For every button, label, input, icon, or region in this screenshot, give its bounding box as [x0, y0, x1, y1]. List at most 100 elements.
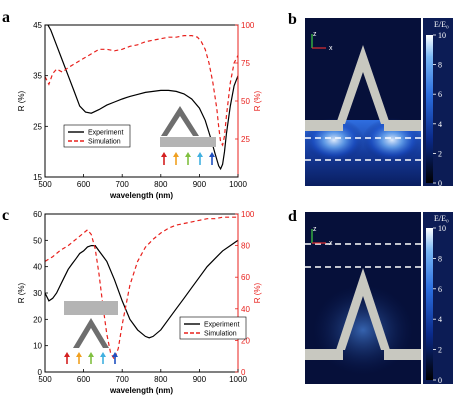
field-glow-d — [313, 285, 413, 375]
field-map-b: z x — [304, 18, 422, 186]
plot-frame-c — [44, 213, 239, 373]
plot-frame-a — [44, 24, 239, 178]
colorbar-tick-label: 2 — [438, 346, 442, 355]
panel-b: b z x E/E₀ 10 8 6 4 2 0 — [288, 11, 453, 188]
plot-a: 500 600 700 800 900 1000 15 25 35 45 25 50 75 100 wave… — [17, 21, 262, 200]
y-right-tick-label-c: 40 — [241, 305, 250, 314]
legend-label-simulation-c: Simulation — [204, 331, 237, 338]
colorbar-tick-label: 2 — [438, 149, 442, 158]
legend-label-experiment-a: Experiment — [88, 130, 123, 137]
axis-x-label-b: x — [329, 45, 333, 52]
plate-right-b — [384, 120, 421, 131]
axis-x-label-d: x — [329, 240, 333, 247]
light-arrow-head — [64, 352, 70, 357]
colorbar-ticks-d: 10 8 6 4 2 0 — [433, 224, 446, 385]
legend-label-experiment-c: Experiment — [204, 322, 239, 329]
x-tick-label-c: 600 — [77, 375, 91, 384]
colorbar-tick-label: 6 — [438, 285, 442, 294]
panel-d: d z x E/E₀ 10 8 6 4 2 0 — [288, 208, 453, 385]
light-arrow-head — [185, 152, 191, 157]
colorbar-tick-label: 10 — [438, 224, 446, 233]
x-tick-label-c: 800 — [154, 375, 168, 384]
x-tick-label-a: 600 — [77, 180, 91, 189]
y-left-tick-label-c: 30 — [33, 289, 42, 298]
series-simulation-line-a — [45, 35, 238, 147]
y-right-tick-label-a: 75 — [241, 59, 250, 68]
colorbar-gradient-b — [426, 35, 433, 183]
x-tick-label-a: 500 — [38, 180, 52, 189]
colorbar-b: E/E₀ 10 8 6 4 2 0 — [423, 18, 453, 188]
y-left-tick-label-c: 10 — [33, 342, 42, 351]
y-left-tick-label-c: 60 — [33, 210, 42, 219]
x-axis-label-c: wavelength (nm) — [109, 386, 173, 395]
y-left-axis-label-a: R (%) — [17, 90, 26, 111]
y-right-tick-label-a: 25 — [241, 135, 250, 144]
series-experiment-line-a — [47, 25, 238, 171]
y-right-tick-label-c: 80 — [241, 242, 250, 251]
x-tick-label-c: 900 — [193, 375, 207, 384]
panel-label-a: a — [2, 9, 10, 26]
colorbar-tick-label: 8 — [438, 254, 442, 263]
light-arrow-head — [112, 352, 118, 357]
y-left-tick-label-c: 40 — [33, 263, 42, 272]
y-left-tick-label-a: 45 — [33, 21, 42, 30]
axis-z-label-d: z — [313, 226, 317, 233]
panel-a: a 500 600 700 800 900 1000 15 25 35 45 25 50 75 100 wa… — [2, 9, 262, 200]
x-tick-label-a: 800 — [154, 180, 168, 189]
x-tick-label-c: 1000 — [229, 375, 247, 384]
y-left-tick-label-a: 25 — [33, 122, 42, 131]
colorbar-tick-label: 8 — [438, 61, 442, 70]
colorbar-tick-label: 4 — [438, 315, 442, 324]
light-arrow-head — [173, 152, 179, 157]
plate-left-b — [305, 120, 343, 131]
y-right-tick-label-c: 20 — [241, 336, 250, 345]
light-arrow-head — [161, 152, 167, 157]
incident-light-arrows-c — [64, 352, 118, 364]
y-right-tick-label-c: 0 — [241, 368, 246, 377]
panel-c: c 500 600 700 800 900 10000102030405060020406… — [2, 207, 262, 395]
y-left-axis-label-c: R (%) — [17, 282, 26, 303]
series-experiment-line-c — [45, 239, 238, 339]
colorbar-tick-label: 0 — [438, 376, 442, 385]
light-arrow-head — [76, 352, 82, 357]
panel-label-d: d — [288, 208, 297, 225]
x-tick-label-c: 700 — [116, 375, 130, 384]
y-right-tick-label-c: 100 — [241, 210, 255, 219]
panel-label-b: b — [288, 11, 297, 28]
y-right-axis-label-c: R (%) — [253, 282, 262, 303]
plate-left-d — [305, 349, 343, 360]
colorbar-tick-label: 10 — [438, 31, 446, 40]
y-right-axis-label-a: R (%) — [253, 90, 262, 111]
axes-indicator-b: z x — [311, 31, 333, 52]
panel-label-c: c — [2, 207, 9, 224]
series-simulation-line-c — [45, 216, 238, 361]
triangle-structure-b — [336, 45, 390, 124]
triangle-structure-a — [161, 106, 199, 136]
axis-z-label-b: z — [313, 31, 317, 38]
plate-right-d — [384, 349, 421, 360]
light-arrow-head — [88, 352, 94, 357]
x-tick-label-a: 900 — [193, 180, 207, 189]
y-left-tick-label-a: 15 — [33, 173, 42, 182]
x-tick-label-c: 500 — [38, 375, 52, 384]
light-arrow-head — [209, 152, 215, 157]
colorbar-label-d: E/E₀ — [434, 214, 449, 223]
y-left-tick-label-c: 20 — [33, 315, 42, 324]
colorbar-tick-label: 6 — [438, 90, 442, 99]
x-tick-label-a: 1000 — [229, 180, 247, 189]
triangle-structure-c — [73, 318, 109, 348]
incident-light-arrows-a — [161, 152, 215, 165]
colorbar-tick-label: 4 — [438, 120, 442, 129]
schematic-inset-a — [160, 106, 216, 165]
plot-c: 500 600 700 800 900 1000010203040506002040608… — [17, 210, 262, 395]
x-tick-label-a: 700 — [116, 180, 130, 189]
triangle-structure-d — [336, 268, 390, 350]
colorbar-tick-label: 0 — [438, 179, 442, 188]
x-axis-label-a: wavelength (nm) — [109, 191, 173, 200]
light-arrow-head — [197, 152, 203, 157]
y-left-tick-label-a: 35 — [33, 72, 42, 81]
y-right-tick-label-a: 100 — [241, 21, 255, 30]
substrate-a — [160, 137, 216, 147]
colorbar-ticks-b: 10 8 6 4 2 0 — [433, 31, 446, 188]
